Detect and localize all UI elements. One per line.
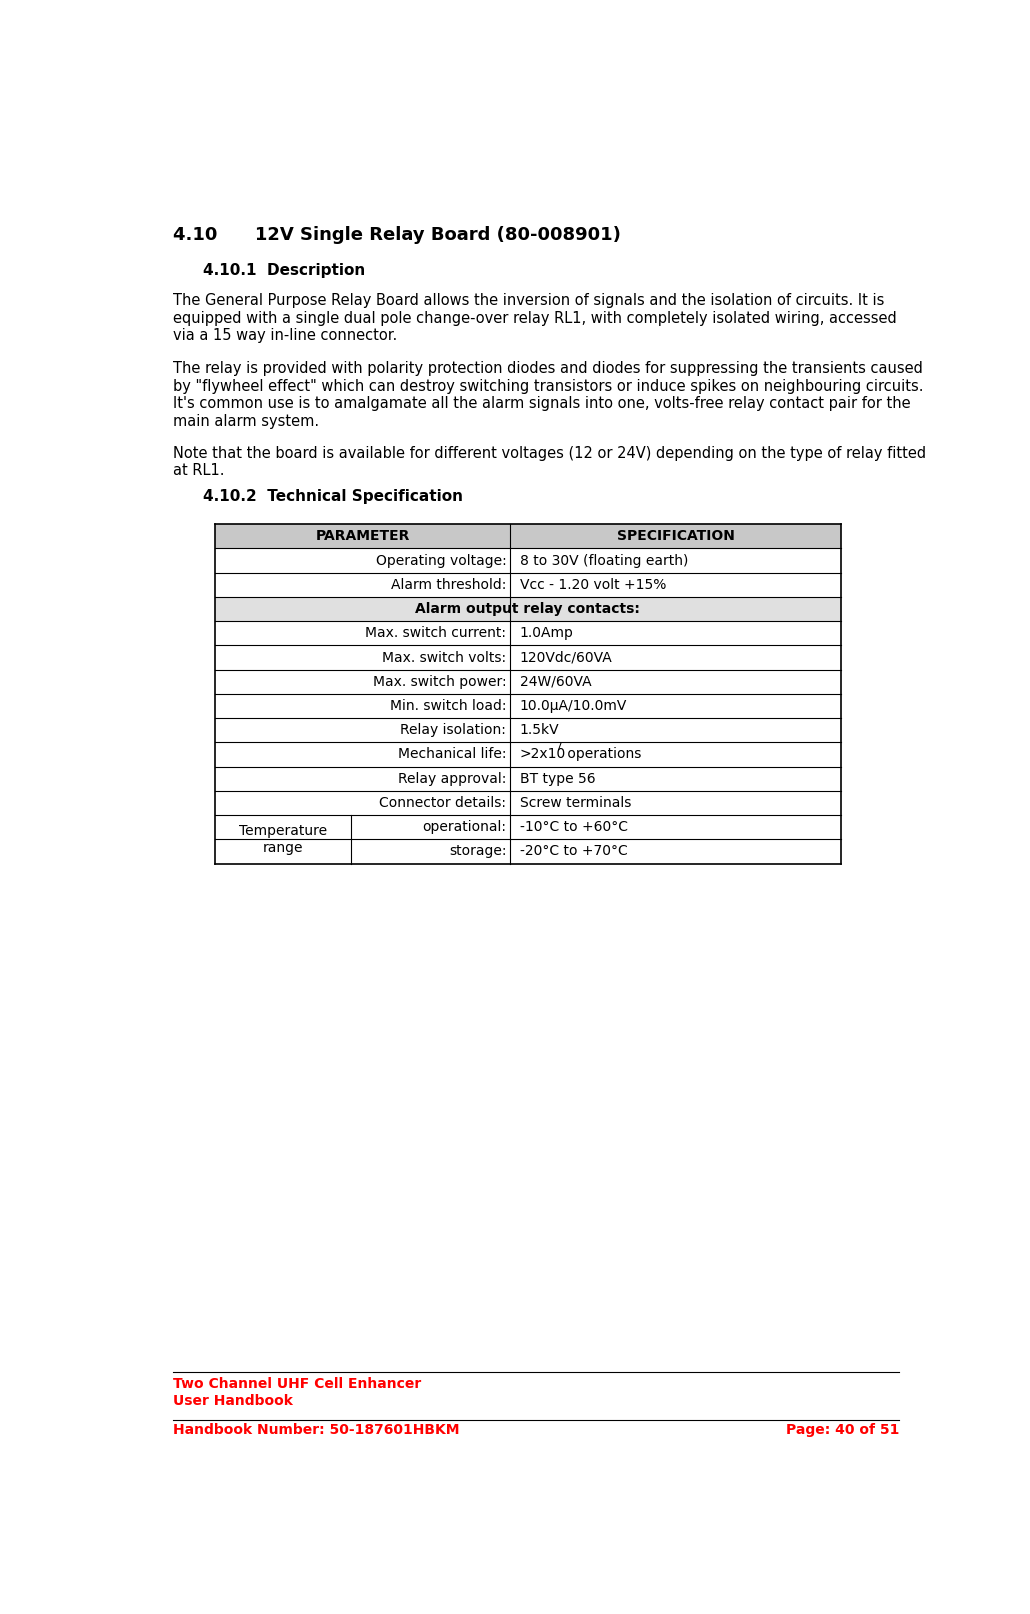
Bar [215,742,840,767]
Bar [215,718,840,742]
Text: operational:: operational: [422,820,507,834]
Bar [215,767,840,791]
Bar [215,573,840,597]
Text: Connector details:: Connector details: [379,796,507,810]
Text: 4.10      12V Single Relay Board (80-008901): 4.10 12V Single Relay Board (80-008901) [173,226,620,244]
Text: >2x10: >2x10 [520,747,566,762]
Bar [215,525,840,549]
Text: Alarm threshold:: Alarm threshold: [391,578,507,592]
Text: 1.0Amp: 1.0Amp [520,626,574,641]
Text: -10°C to +60°C: -10°C to +60°C [520,820,628,834]
Text: Screw terminals: Screw terminals [520,796,631,810]
Text: Note that the board is available for different voltages (12 or 24V) depending on: Note that the board is available for dif… [173,445,926,478]
Text: 10.0μA/10.0mV: 10.0μA/10.0mV [520,699,627,713]
Bar [215,815,840,839]
Text: BT type 56: BT type 56 [520,771,595,786]
Bar [215,670,840,694]
Text: -20°C to +70°C: -20°C to +70°C [520,844,627,859]
Text: PARAMETER: PARAMETER [315,529,410,544]
Text: Alarm output relay contacts:: Alarm output relay contacts: [415,602,641,617]
Text: 7: 7 [555,742,561,752]
Text: Vcc - 1.20 volt +15%: Vcc - 1.20 volt +15% [520,578,666,592]
Text: 8 to 30V (floating earth): 8 to 30V (floating earth) [520,554,688,568]
Text: Operating voltage:: Operating voltage: [376,554,507,568]
Text: storage:: storage: [449,844,507,859]
Text: Handbook Number: 50-187601HBKM: Handbook Number: 50-187601HBKM [173,1424,459,1436]
Text: 1.5kV: 1.5kV [520,723,559,738]
Text: Relay approval:: Relay approval: [398,771,507,786]
Text: 4.10.1  Description: 4.10.1 Description [203,263,366,278]
Text: Mechanical life:: Mechanical life: [398,747,507,762]
Text: operations: operations [563,747,642,762]
Text: Relay isolation:: Relay isolation: [401,723,507,738]
Text: The relay is provided with polarity protection diodes and diodes for suppressing: The relay is provided with polarity prot… [173,362,923,429]
Bar [215,621,840,646]
Bar [215,791,840,815]
Text: Max. switch current:: Max. switch current: [366,626,507,641]
Bar [215,694,840,718]
Text: Two Channel UHF Cell Enhancer: Two Channel UHF Cell Enhancer [173,1377,421,1391]
Text: Max. switch volts:: Max. switch volts: [382,650,507,665]
Bar [215,597,840,621]
Text: Temperature
range: Temperature range [239,823,327,855]
Bar [215,839,840,863]
Bar [215,646,840,670]
Text: Max. switch power:: Max. switch power: [373,675,507,689]
Text: Min. switch load:: Min. switch load: [389,699,507,713]
Text: 4.10.2  Technical Specification: 4.10.2 Technical Specification [203,489,464,505]
Text: The General Purpose Relay Board allows the inversion of signals and the isolatio: The General Purpose Relay Board allows t… [173,294,896,342]
Text: 24W/60VA: 24W/60VA [520,675,591,689]
Bar [215,549,840,573]
Text: User Handbook: User Handbook [173,1394,293,1407]
Text: 120Vdc/60VA: 120Vdc/60VA [520,650,613,665]
Text: Page: 40 of 51: Page: 40 of 51 [786,1424,899,1436]
Text: SPECIFICATION: SPECIFICATION [617,529,734,544]
